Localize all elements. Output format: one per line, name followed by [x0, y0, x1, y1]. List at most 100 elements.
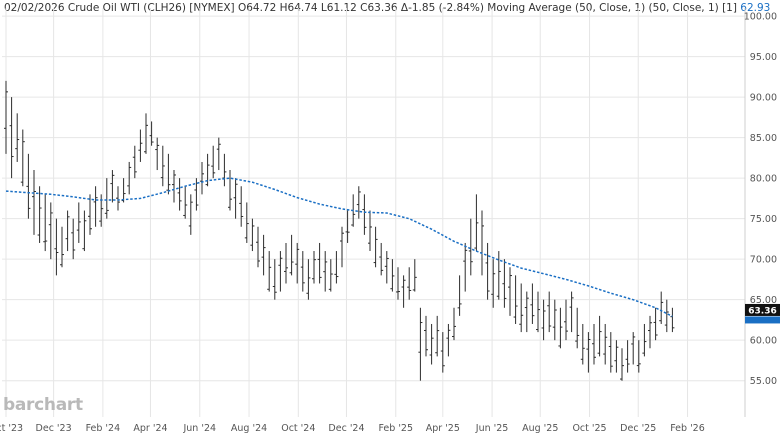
ohlc-bar [71, 218, 76, 260]
ohlc-bar [250, 218, 255, 252]
barchart-logo: barchart [3, 395, 83, 415]
ohlc-bar [9, 97, 14, 179]
ohlc-bar [586, 332, 591, 373]
x-tick-label: Oct '23 [0, 423, 23, 434]
ohlc-bar [272, 259, 277, 300]
ohlc-bar [32, 170, 36, 235]
ohlc-bar [496, 251, 501, 300]
x-tick-label: Feb '24 [86, 423, 121, 434]
ohlc-bar [569, 291, 574, 333]
y-tick-label: 65.00 [750, 295, 777, 306]
ohlc-bar [575, 307, 580, 349]
ohlc-bar [345, 210, 350, 243]
ohlc-bar [513, 275, 518, 324]
ohlc-bar [261, 234, 266, 276]
ohlc-bar [166, 153, 171, 195]
ohlc-bar [15, 113, 20, 162]
y-tick-label: 60.00 [750, 336, 777, 347]
ohlc-bar [429, 323, 434, 365]
ohlc-bar [620, 348, 624, 381]
ohlc-bar [659, 291, 664, 324]
ohlc-bar [603, 323, 608, 365]
ohlc-bar [88, 194, 92, 235]
ohlc-bar [412, 259, 417, 292]
ohlc-bar [592, 323, 596, 365]
y-tick-label: 95.00 [750, 52, 777, 63]
x-tick-label: Feb '26 [670, 423, 705, 434]
ohlc-bar [144, 113, 148, 154]
ohlc-bar [368, 210, 372, 252]
ohlc-bar [132, 145, 137, 179]
ohlc-bar [222, 153, 227, 187]
x-axis-labels: Oct '23 Dec '23 Feb '24 Apr '24 Jun '24 Aug '… [0, 423, 705, 434]
ohlc-bar [26, 153, 31, 219]
ohlc-bar [396, 267, 400, 300]
ohlc-bar [188, 194, 193, 235]
chart-header: 02/02/2026 Crude Oil WTI (CLH26) [NYMEX]… [4, 2, 770, 14]
ohlc-bar [340, 226, 344, 268]
ohlc-bar [664, 299, 669, 333]
ohlc-bar [597, 315, 602, 357]
ohlc-bar [177, 178, 182, 211]
ohlc-bar [300, 251, 305, 292]
ohlc-bar [289, 234, 294, 276]
x-tick-label: Apr '24 [133, 423, 167, 434]
y-tick-label: 70.00 [750, 255, 777, 266]
ohlc-bar [82, 210, 87, 252]
ohlc-bar [519, 283, 524, 333]
x-tick-label: Apr '25 [426, 423, 460, 434]
ohlc-bar [256, 226, 260, 268]
ohlc-bar [463, 242, 468, 292]
ohlc-bar [54, 218, 59, 276]
ohlc-bar [401, 275, 406, 308]
x-tick-label: Aug '24 [231, 423, 267, 434]
ohlc-bar [138, 129, 143, 162]
ohlc-bar [440, 332, 445, 373]
ohlc-bar [631, 332, 636, 365]
ohlc-bar [60, 226, 64, 268]
ohlc-bar [172, 170, 176, 203]
ohlc-bar [4, 80, 8, 154]
ohlc-bar [104, 178, 109, 219]
grid-lines [2, 8, 746, 417]
ohlc-bar [642, 323, 647, 357]
ohlc-bar [608, 332, 613, 373]
moving-average-line [5, 177, 673, 318]
ohlc-bar [530, 283, 535, 324]
ohlc-bar [233, 178, 238, 219]
ohlc-bar [502, 259, 507, 308]
ohlc-bar [625, 340, 630, 373]
ohlc-bar [200, 161, 204, 195]
ohlc-bar [211, 145, 216, 179]
ohlc-bar [648, 315, 652, 349]
ohlc-bar [65, 210, 70, 252]
ohlc-bar [435, 315, 440, 357]
ohlc-bar [446, 323, 451, 357]
ohlc-bar [216, 137, 221, 171]
ohlc-bar [160, 145, 165, 187]
ohlc-bar [267, 251, 272, 292]
ohlc-bar [317, 242, 322, 284]
ohlc-bar [48, 202, 53, 260]
ohlc-bar [121, 178, 126, 203]
ohlc-bar [424, 315, 428, 357]
ohlc-bar [362, 194, 367, 235]
ohlc-bars [4, 80, 675, 381]
ohlc-bar [93, 186, 98, 227]
ohlc-bar [328, 259, 333, 292]
ohlc-bar [670, 307, 675, 333]
ohlc-bar [547, 291, 552, 333]
ohlc-bar [244, 202, 249, 243]
ohlc-bar [558, 307, 563, 349]
ohlc-bar [194, 178, 199, 211]
last-price-badge [745, 303, 780, 316]
ohlc-bar [485, 242, 490, 300]
x-tick-label: Oct '25 [572, 423, 606, 434]
x-tick-label: Jun '25 [475, 423, 509, 434]
ohlc-bar [155, 137, 160, 171]
y-tick-label: 80.00 [750, 174, 777, 185]
ma-value-badge [745, 316, 780, 324]
ohlc-bar [390, 259, 395, 292]
price-badges: 63.36 [745, 303, 780, 324]
